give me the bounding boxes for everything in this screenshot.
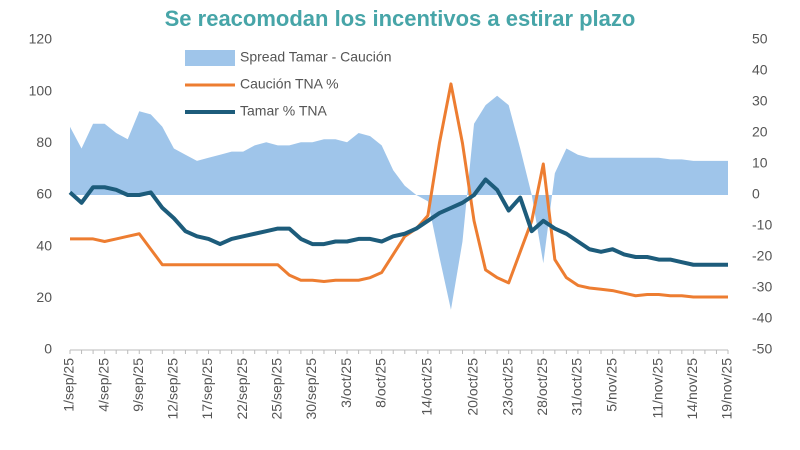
x-tick-label: 31/oct/25 [569, 358, 585, 416]
x-tick-label: 3/oct/25 [338, 358, 354, 408]
x-tick-label: 14/oct/25 [419, 358, 435, 416]
x-tick-label: 1/sep/25 [61, 358, 77, 412]
legend-swatch [185, 50, 235, 66]
x-tick-label: 12/sep/25 [165, 358, 181, 420]
y2-tick-label: 30 [752, 93, 768, 109]
y2-tick-label: -30 [752, 279, 772, 295]
x-tick-label: 4/sep/25 [95, 358, 111, 412]
x-tick-label: 9/sep/25 [130, 358, 146, 412]
x-tick-label: 25/sep/25 [268, 358, 284, 420]
y-tick-label: 100 [29, 82, 53, 98]
x-tick-label: 30/sep/25 [303, 358, 319, 420]
y-tick-label: 40 [36, 237, 52, 253]
x-tick-label: 11/nov/25 [649, 358, 665, 419]
legend-label: Spread Tamar - Caución [240, 49, 391, 65]
series-line [70, 82, 728, 299]
y2-tick-label: -40 [752, 310, 772, 326]
y-tick-label: 80 [36, 134, 52, 150]
y2-tick-label: -50 [752, 341, 772, 357]
spread-area [70, 95, 728, 310]
y2-tick-label: 50 [752, 31, 768, 47]
x-tick-label: 14/nov/25 [684, 358, 700, 420]
y-tick-label: 0 [44, 341, 52, 357]
y2-tick-label: -10 [752, 217, 772, 233]
y-tick-label: 60 [36, 186, 52, 202]
legend-label: Tamar % TNA [240, 103, 328, 119]
y2-tick-label: 40 [752, 62, 768, 78]
x-tick-label: 20/oct/25 [465, 358, 481, 416]
y-tick-label: 120 [29, 31, 53, 47]
x-tick-label: 28/oct/25 [534, 358, 550, 416]
x-tick-label: 19/nov/25 [719, 358, 735, 420]
legend-label: Caución TNA % [240, 76, 339, 92]
x-tick-label: 23/oct/25 [499, 358, 515, 416]
y2-tick-label: 20 [752, 124, 768, 140]
x-tick-label: 22/sep/25 [234, 358, 250, 420]
series-line [68, 177, 728, 267]
x-tick-label: 5/nov/25 [603, 358, 619, 412]
y2-tick-label: 0 [752, 186, 760, 202]
x-tick-label: 8/oct/25 [372, 358, 388, 408]
y2-tick-label: -20 [752, 248, 772, 264]
chart-title: Se reacomodan los incentivos a estirar p… [165, 6, 636, 31]
y2-tick-label: 10 [752, 155, 768, 171]
x-tick-label: 17/sep/25 [199, 358, 215, 420]
y-tick-label: 20 [36, 289, 52, 305]
